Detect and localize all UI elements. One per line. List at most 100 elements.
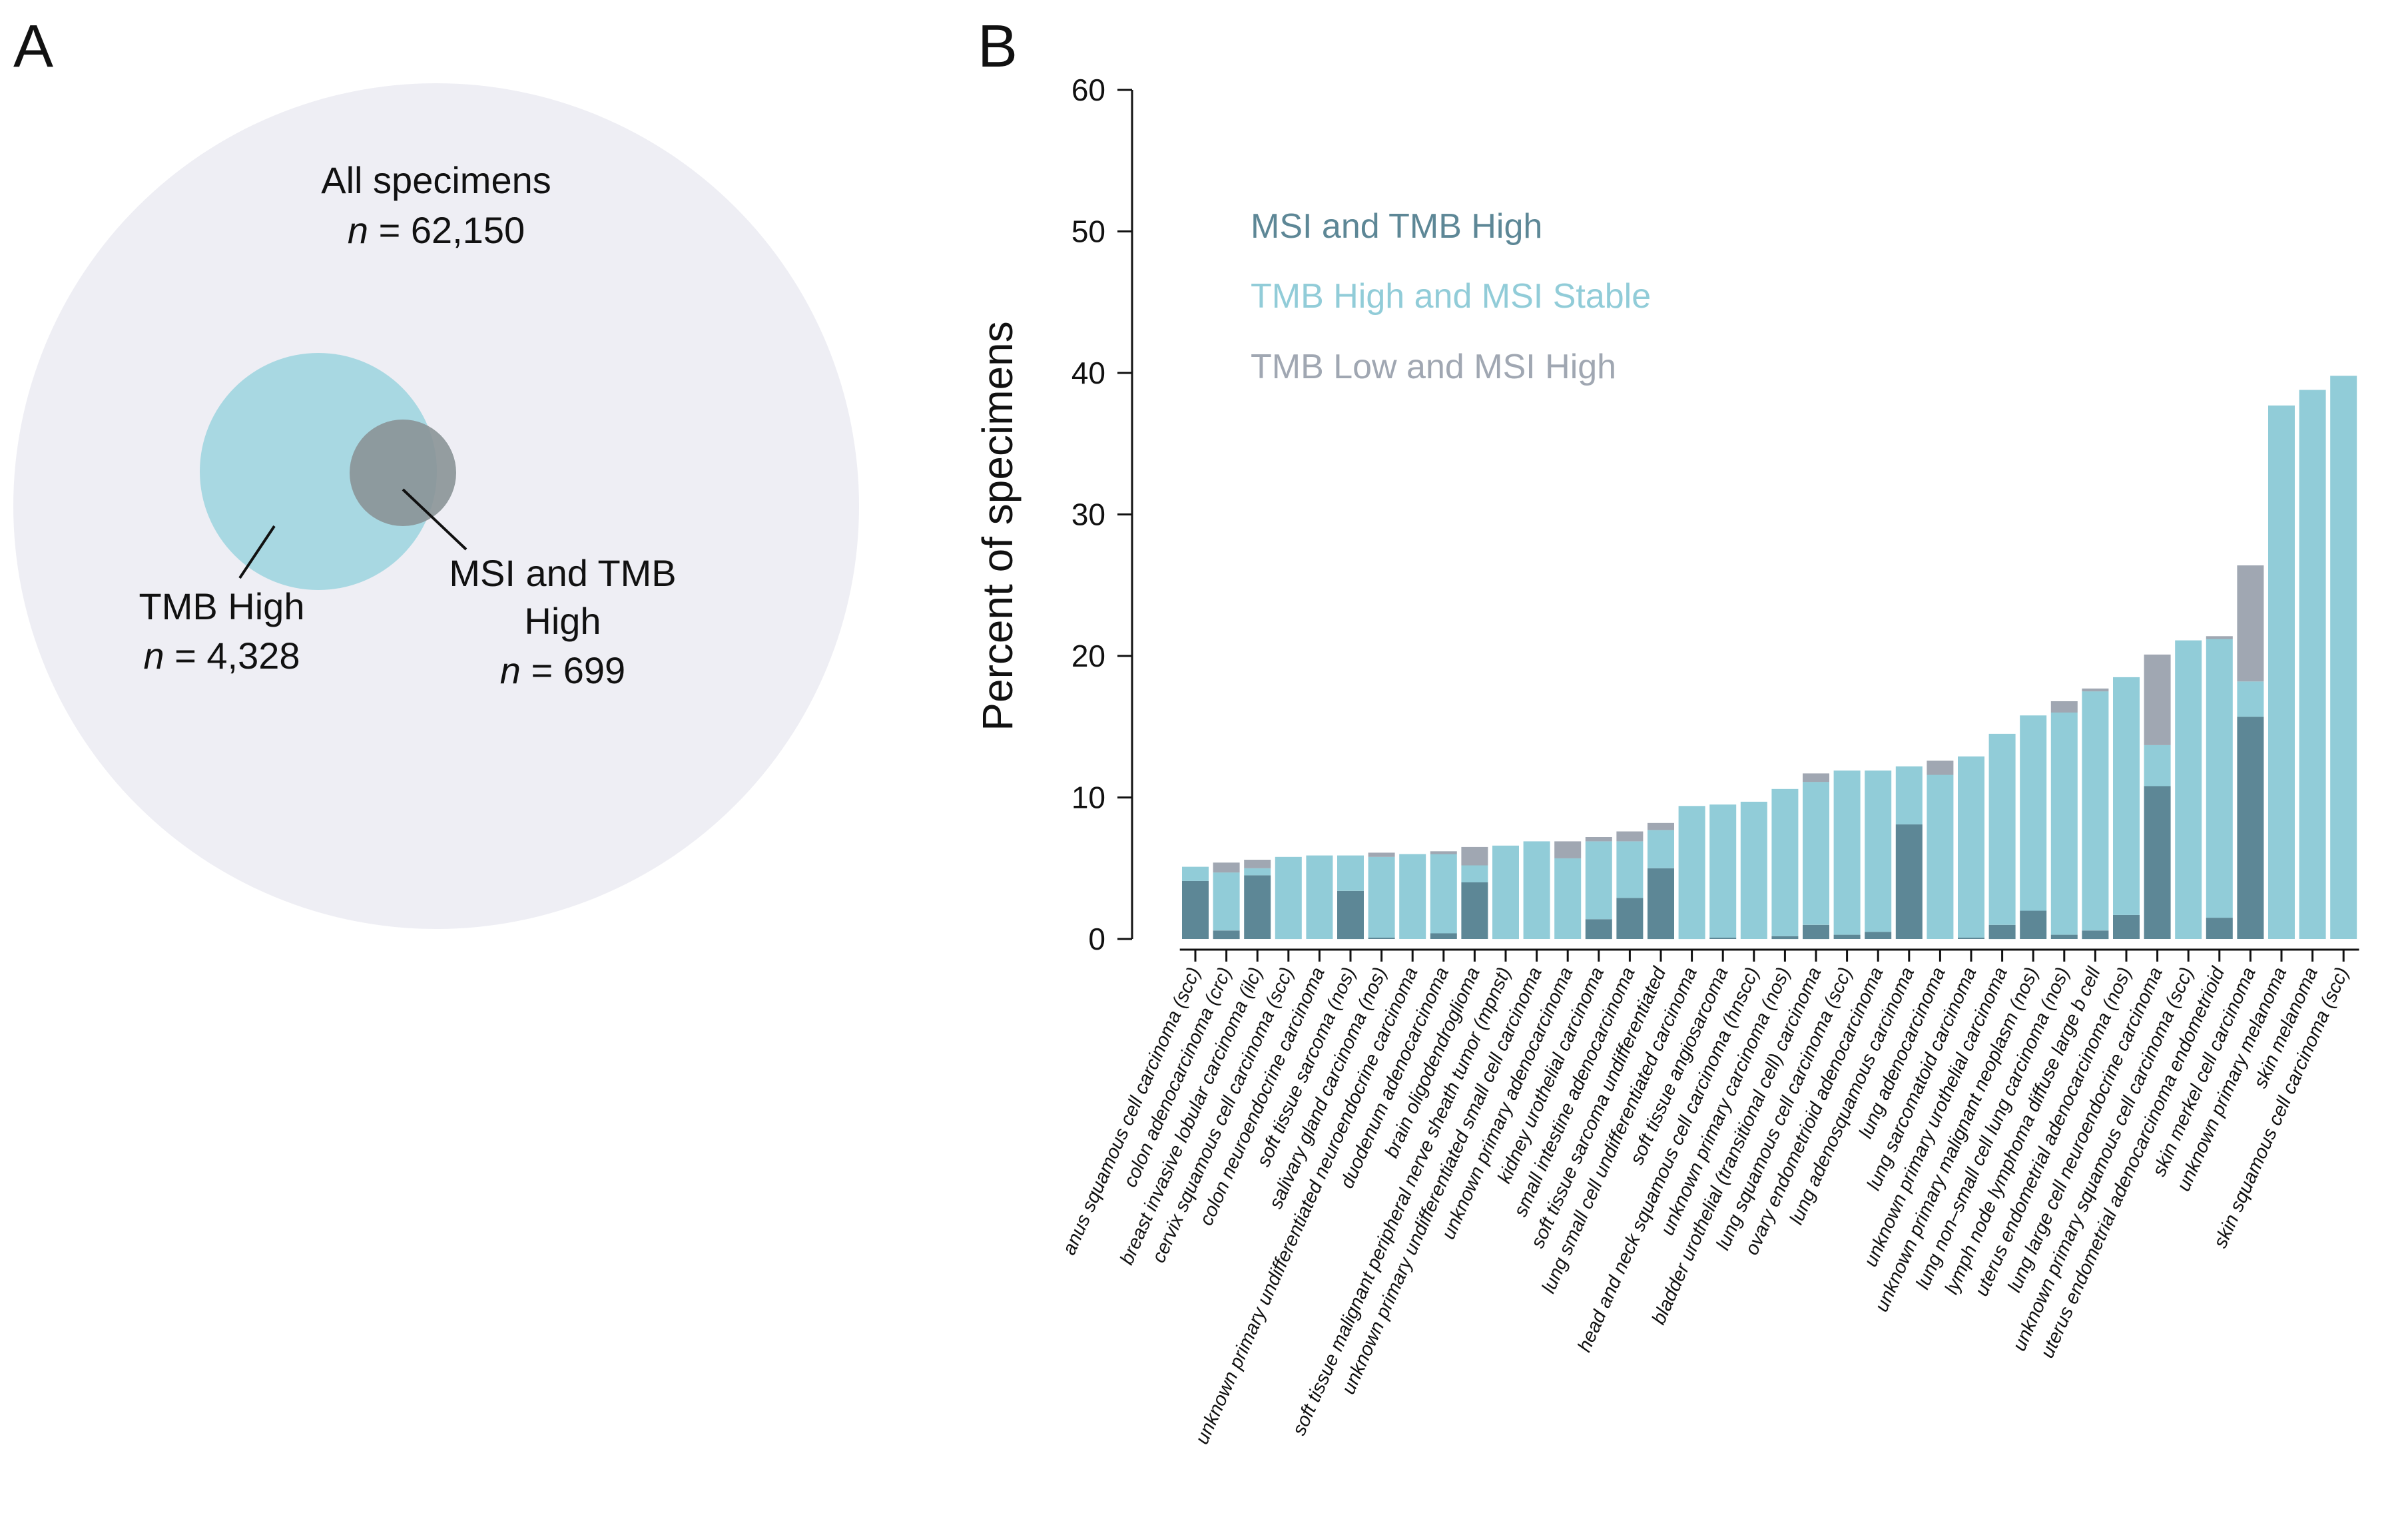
bar-segment-29-series-2: [2050, 713, 2078, 935]
bar-segment-30-series-1: [2082, 930, 2109, 940]
bar-segment-7-series-3: [1368, 852, 1395, 857]
bar-segment-14-series-3: [1585, 837, 1612, 842]
bar-segment-14-series-2: [1585, 841, 1612, 920]
bar-segment-37-series-2: [2299, 390, 2326, 939]
bar-segment-31-series-1: [2113, 914, 2140, 939]
bar-segment-9-series-1: [1430, 933, 1457, 939]
bar-segment-18-series-1: [1709, 937, 1737, 939]
tmb-high-pointer-line: [238, 525, 276, 579]
bar-segment-34-series-2: [2206, 639, 2233, 918]
bar-segment-26-series-1: [1958, 937, 1984, 939]
bar-segment-1-series-1: [1182, 880, 1209, 939]
bar-segment-17-series-2: [1678, 806, 1705, 940]
bar-segment-20-series-2: [1771, 788, 1799, 936]
bar-segment-33-series-2: [2175, 640, 2202, 939]
y-tick-label-60: 60: [1071, 73, 1105, 107]
legend: MSI and TMB High TMB High and MSI Stable T…: [1251, 207, 1651, 386]
bar-segment-35-series-1: [2237, 717, 2264, 939]
panel-a-venn: A All specimens n = 62,150 TMB High n = …: [13, 13, 859, 929]
bar-segment-34-series-1: [2206, 918, 2233, 939]
panel-b-bar-chart: B Percent of specimens 0 10 20 30 40 50 60 anu…: [974, 13, 2359, 1448]
panel-b-label: B: [978, 13, 1018, 80]
bar-segment-27-series-2: [1988, 733, 2016, 925]
bar-segment-27-series-1: [1988, 924, 2016, 940]
bar-segment-23-series-1: [1865, 932, 1892, 939]
bar-segment-7-series-1: [1368, 937, 1395, 939]
bar-segment-3-series-3: [1244, 860, 1271, 868]
msi-tmb-title-line2: High: [524, 600, 601, 642]
bar-segment-13-series-3: [1554, 841, 1582, 858]
y-tick-label-40: 40: [1071, 356, 1105, 390]
y-tick-label-30: 30: [1071, 497, 1105, 532]
y-tick-label-10: 10: [1071, 780, 1105, 815]
bar-segment-19-series-2: [1740, 801, 1767, 939]
bar-segment-38-series-2: [2330, 376, 2357, 939]
msi-and-tmb-high-circle: [350, 420, 456, 526]
bar-segment-25-series-3: [1927, 760, 1954, 775]
y-axis: 0 10 20 30 40 50 60: [1071, 73, 1133, 956]
bar-segment-2-series-1: [1213, 930, 1240, 940]
legend-item-2: TMB High and MSI Stable: [1251, 277, 1651, 316]
msi-tmb-title-line1: MSI and TMB: [449, 552, 676, 594]
bar-segment-15-series-1: [1616, 898, 1644, 939]
msi-tmb-count: n = 699: [500, 649, 625, 691]
bar-segment-21-series-2: [1803, 782, 1829, 925]
msi-tmb-pointer-line: [402, 488, 467, 551]
bar-segment-7-series-2: [1368, 856, 1395, 938]
bar-segment-36-series-2: [2268, 405, 2295, 939]
bar-segment-22-series-2: [1833, 770, 1861, 935]
bar-segment-10-series-1: [1461, 882, 1488, 939]
bar-segment-34-series-3: [2206, 636, 2233, 639]
bar-segment-15-series-2: [1616, 841, 1644, 898]
bar-segment-6-series-2: [1337, 855, 1364, 891]
bar-segment-29-series-3: [2050, 701, 2078, 713]
bar-segment-20-series-1: [1771, 936, 1799, 940]
bar-segment-18-series-2: [1709, 804, 1737, 938]
x-axis: [1179, 948, 2359, 962]
bar-segment-4-series-2: [1275, 856, 1302, 940]
bar-segment-13-series-2: [1554, 858, 1582, 939]
bar-segment-32-series-2: [2144, 745, 2171, 786]
bar-segment-16-series-1: [1648, 868, 1674, 940]
legend-item-3: TMB Low and MSI High: [1251, 348, 1616, 386]
bar-segment-28-series-1: [2020, 910, 2047, 939]
bar-segment-14-series-1: [1585, 919, 1612, 940]
bar-segment-1-series-2: [1182, 866, 1209, 881]
all-specimens-title: All specimens: [321, 159, 551, 201]
bar-segment-28-series-2: [2020, 715, 2047, 911]
bar-segment-10-series-2: [1461, 865, 1488, 882]
bar-segment-11-series-2: [1492, 845, 1519, 940]
bar-segment-9-series-2: [1430, 854, 1457, 934]
bar-segment-24-series-2: [1895, 766, 1923, 824]
bar-segment-16-series-3: [1648, 822, 1674, 830]
bar-segment-35-series-2: [2237, 681, 2264, 717]
bar-segment-21-series-1: [1803, 924, 1829, 940]
tmb-high-title: TMB High: [139, 585, 305, 627]
bar-segment-6-series-1: [1337, 890, 1364, 940]
x-axis-category-labels: anus squamous cell carcinoma (scc)colon …: [1058, 963, 2353, 1447]
bar-segment-3-series-2: [1244, 868, 1271, 876]
tmb-high-count: n = 4,328: [143, 635, 300, 677]
y-tick-label-0: 0: [1088, 922, 1105, 956]
bar-segment-30-series-2: [2082, 691, 2109, 931]
bar-segment-2-series-2: [1213, 872, 1240, 931]
bar-segment-3-series-1: [1244, 875, 1271, 939]
bar-segment-2-series-3: [1213, 862, 1240, 873]
bar-segment-32-series-3: [2144, 654, 2171, 745]
bar-segment-26-series-2: [1958, 756, 1984, 938]
bar-segment-21-series-3: [1803, 773, 1829, 782]
bar-segment-35-series-3: [2237, 565, 2264, 682]
y-tick-label-20: 20: [1071, 639, 1105, 673]
bar-segment-12-series-2: [1523, 841, 1550, 939]
y-tick-label-50: 50: [1071, 214, 1105, 249]
bar-segment-22-series-1: [1833, 934, 1861, 939]
bar-segment-10-series-3: [1461, 846, 1488, 866]
bar-segment-30-series-3: [2082, 688, 2109, 692]
panel-a-label: A: [13, 13, 53, 80]
tmb-high-circle: [200, 353, 437, 590]
bar-segment-8-series-2: [1399, 854, 1426, 939]
bar-segment-5-series-2: [1306, 855, 1333, 939]
all-specimens-count: n = 62,150: [348, 209, 525, 251]
bar-segment-32-series-1: [2144, 786, 2171, 939]
